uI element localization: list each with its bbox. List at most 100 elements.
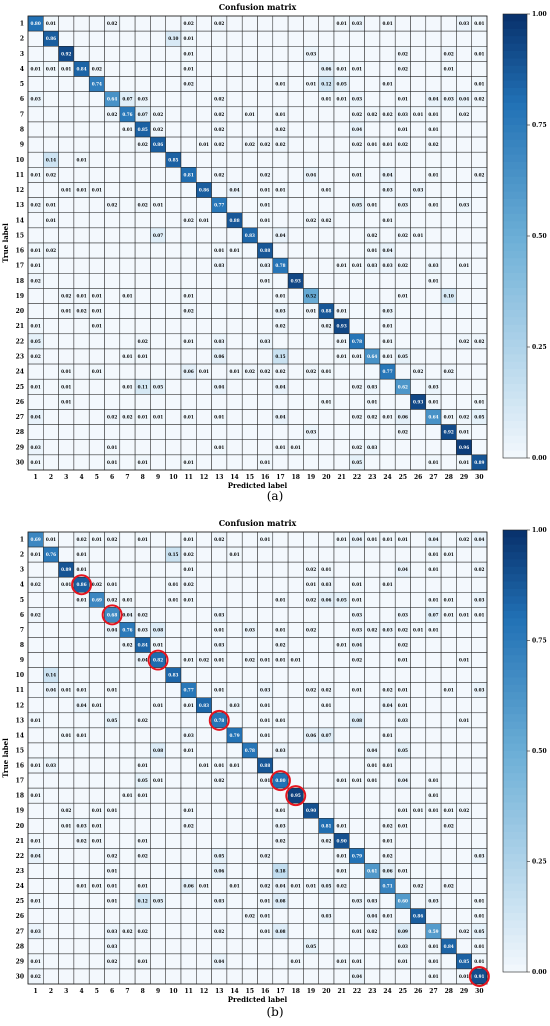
matrix-cell: [440, 151, 457, 168]
matrix-cell: [410, 242, 427, 259]
matrix-cell: [440, 787, 457, 804]
matrix-cell: [119, 61, 136, 77]
matrix-cell: [333, 363, 350, 380]
matrix-cell: [226, 561, 243, 578]
cell-value-label: 0.04: [31, 853, 41, 858]
matrix-cell: [333, 622, 350, 638]
cell-value-label: 0.01: [184, 808, 194, 813]
matrix-cell: [364, 46, 381, 62]
cell-value-label: 0.86: [413, 914, 423, 919]
matrix-cell: [43, 348, 59, 365]
cell-value-label: 0.02: [352, 658, 362, 663]
matrix-cell: [119, 151, 136, 168]
matrix-cell: [364, 167, 381, 183]
matrix-cell: [58, 409, 75, 425]
matrix-cell: [272, 394, 289, 410]
matrix-cell: [440, 908, 457, 924]
matrix-cell: [180, 273, 197, 289]
matrix-cell: [410, 757, 427, 774]
matrix-cell: [318, 439, 335, 456]
cell-value-label: 0.01: [199, 763, 209, 768]
matrix-cell: [440, 454, 457, 471]
matrix-cell: [58, 106, 75, 123]
y-tick-label: 7: [20, 627, 24, 634]
matrix-cell: [196, 576, 212, 593]
matrix-cell: [88, 893, 105, 909]
cell-value-label: 0.01: [275, 658, 285, 663]
cell-value-label: 0.05: [321, 884, 331, 889]
colorbar-segment: [503, 773, 527, 781]
y-tick-label: 3: [20, 51, 24, 58]
matrix-cell: [410, 378, 427, 395]
matrix-cell: [134, 908, 151, 924]
matrix-cell: [287, 15, 304, 32]
chart-title: Confusion matrix: [219, 518, 297, 528]
cell-value-label: 0.02: [76, 537, 86, 542]
matrix-cell: [410, 742, 427, 759]
cell-value-label: 0.05: [31, 339, 41, 344]
x-tick-label: 8: [141, 988, 145, 995]
cell-value-label: 0.04: [107, 627, 117, 632]
cell-value-label: 0.05: [306, 944, 316, 949]
matrix-cell: [456, 363, 472, 380]
matrix-cell: [241, 333, 258, 350]
matrix-cell: [410, 333, 427, 350]
matrix-cell: [150, 546, 166, 563]
matrix-cell: [134, 818, 151, 834]
cell-value-label: 0.02: [352, 445, 362, 450]
matrix-cell: [58, 757, 75, 774]
matrix-cell: [456, 167, 472, 183]
cell-value-label: 0.03: [214, 263, 224, 268]
matrix-cell: [165, 893, 182, 909]
matrix-cell: [43, 561, 59, 578]
cell-value-label: 0.01: [459, 263, 469, 268]
matrix-cell: [73, 938, 90, 955]
cell-value-label: 0.05: [474, 415, 484, 420]
cell-value-label: 0.01: [474, 51, 484, 56]
matrix-cell: [119, 727, 136, 744]
matrix-cell: [303, 378, 319, 395]
colorbar-segment: [503, 728, 527, 737]
cell-value-label: 0.08: [275, 929, 285, 934]
cell-value-label: 0.02: [107, 21, 117, 26]
cell-value-label: 0.01: [352, 929, 362, 934]
matrix-cell: [333, 697, 350, 714]
cell-value-label: 0.76: [122, 627, 132, 632]
matrix-cell: [272, 667, 289, 683]
cell-value-label: 0.01: [92, 884, 102, 889]
matrix-cell: [73, 348, 90, 365]
matrix-cell: [150, 607, 166, 623]
matrix-cell: [333, 182, 350, 198]
colorbar-segment: [503, 530, 527, 538]
matrix-cell: [88, 938, 105, 955]
matrix-cell: [440, 953, 457, 970]
x-tick-label: 16: [261, 474, 269, 481]
matrix-cell: [226, 106, 243, 123]
cell-value-label: 0.01: [459, 430, 469, 435]
cell-value-label: 0.06: [321, 66, 331, 71]
matrix-cell: [119, 182, 136, 198]
matrix-cell: [58, 531, 75, 548]
cell-value-label: 0.01: [382, 838, 392, 843]
y-tick-label: 7: [20, 111, 24, 118]
y-tick-label: 27: [16, 414, 24, 421]
matrix-cell: [379, 938, 396, 955]
matrix-cell: [456, 288, 472, 304]
cell-value-label: 0.86: [153, 142, 163, 147]
cell-value-label: 0.02: [245, 369, 255, 374]
cell-value-label: 0.02: [275, 127, 285, 132]
matrix-cell: [379, 893, 396, 909]
x-tick-label: 5: [95, 474, 99, 481]
matrix-cell: [104, 227, 121, 244]
colorbar-segment: [503, 699, 527, 708]
x-tick-label: 25: [399, 988, 407, 995]
cell-value-label: 0.01: [31, 718, 41, 723]
cell-value-label: 0.03: [367, 899, 377, 904]
colorbar-segment: [503, 206, 527, 215]
cell-value-label: 0.01: [199, 369, 209, 374]
matrix-cell: [425, 288, 442, 304]
cell-value-label: 0.01: [76, 188, 86, 193]
matrix-cell: [287, 938, 304, 955]
cell-value-label: 0.02: [61, 293, 71, 298]
cell-value-label: 0.01: [31, 172, 41, 177]
